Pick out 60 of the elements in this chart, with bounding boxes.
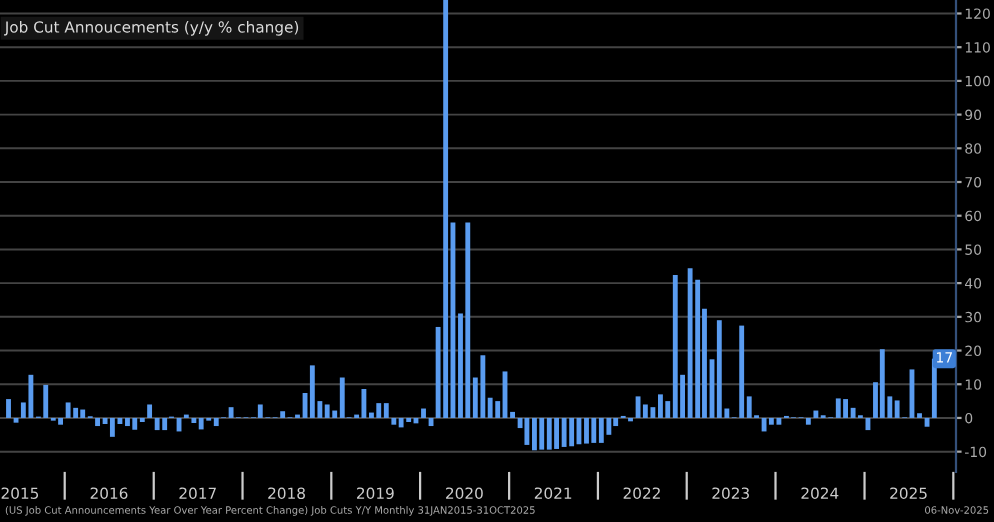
bar xyxy=(80,409,86,418)
bar xyxy=(309,365,315,418)
bar xyxy=(376,403,382,418)
bar xyxy=(569,417,575,447)
bar xyxy=(213,417,219,427)
bar xyxy=(465,222,471,418)
bar xyxy=(191,417,197,424)
bar xyxy=(894,400,900,418)
bar xyxy=(658,394,663,418)
bar xyxy=(228,407,234,418)
bar xyxy=(198,417,204,430)
bar xyxy=(813,410,819,418)
bar xyxy=(532,417,537,451)
bar xyxy=(642,404,648,418)
bar xyxy=(480,355,486,418)
bar xyxy=(524,417,530,445)
bar xyxy=(739,325,745,418)
bar xyxy=(584,417,589,444)
bar xyxy=(716,320,722,418)
bar xyxy=(687,268,693,418)
bar xyxy=(761,417,767,432)
bar xyxy=(339,377,345,418)
bar xyxy=(835,398,841,418)
bar xyxy=(776,417,782,425)
bar xyxy=(43,384,49,418)
bar xyxy=(73,407,79,418)
bar xyxy=(28,374,34,418)
bar xyxy=(125,417,130,427)
bar xyxy=(443,0,449,418)
bar xyxy=(554,417,559,449)
bar xyxy=(561,417,567,447)
bar xyxy=(879,349,885,418)
bar xyxy=(132,417,138,430)
bar xyxy=(109,417,115,437)
bar xyxy=(850,407,856,418)
bar xyxy=(257,404,263,418)
bar xyxy=(613,417,619,427)
bar xyxy=(6,399,11,418)
bar xyxy=(324,404,330,418)
bar xyxy=(768,417,774,425)
bar xyxy=(95,417,100,427)
bar xyxy=(421,408,426,418)
bar xyxy=(383,403,389,418)
bar xyxy=(391,417,397,425)
bar xyxy=(591,417,597,443)
bar xyxy=(162,417,168,431)
bar xyxy=(672,275,678,418)
bar xyxy=(843,399,848,418)
bar xyxy=(280,411,286,418)
bar xyxy=(398,417,404,428)
bar xyxy=(361,388,367,418)
bar xyxy=(805,417,811,425)
bar xyxy=(598,417,604,443)
bar xyxy=(546,417,552,450)
bar xyxy=(65,402,71,418)
bar xyxy=(58,417,63,425)
bar xyxy=(606,417,612,435)
bar xyxy=(539,417,545,450)
bar xyxy=(154,417,160,431)
bar xyxy=(147,404,153,418)
